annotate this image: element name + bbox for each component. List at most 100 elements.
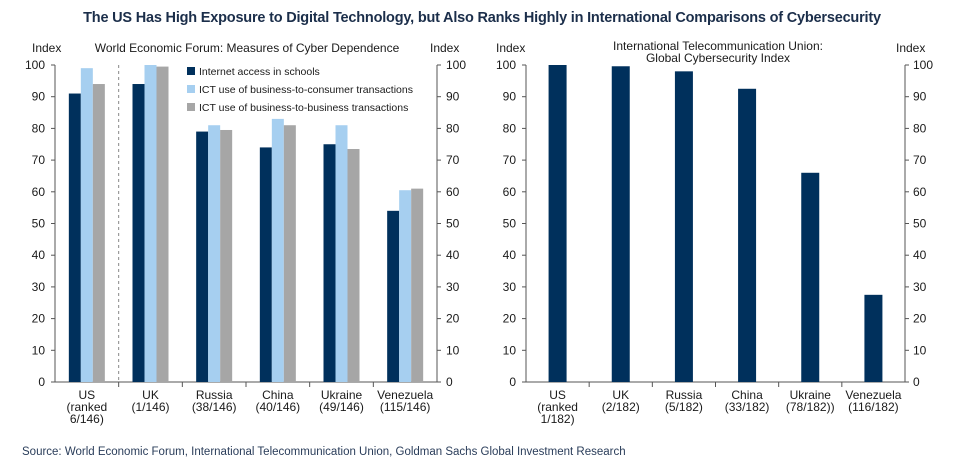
chart2-y-tick-label-left: 30 <box>503 280 517 294</box>
chart2-bar-1 <box>738 88 757 383</box>
chart2-x-tick-label: (78/182)) <box>786 400 835 414</box>
chart2-x-tick-label: 1/182) <box>541 412 575 426</box>
chart2-y-tick-label-right: 20 <box>913 312 927 326</box>
chart1-bar-2 <box>271 118 284 382</box>
chart1-y-tick-label-left: 40 <box>32 248 46 262</box>
chart2-x-tick-label: Venezuela <box>845 388 901 402</box>
chart2-y-tick-label-right: 0 <box>913 375 920 389</box>
chart1-bar-1 <box>68 93 81 382</box>
chart2-title-line-2: Global Cybersecurity Index <box>646 51 790 65</box>
chart1-legend-swatch-3 <box>187 103 195 111</box>
chart2-x-tick-label: (116/182) <box>848 400 898 414</box>
chart1-x-tick-label: UK <box>142 388 159 402</box>
chart1-bar-2 <box>335 125 348 382</box>
chart1-y-tick-label-left: 10 <box>32 343 46 357</box>
chart1-bar-3 <box>156 66 169 383</box>
chart1-bar-2 <box>80 68 93 383</box>
source-note: Source: World Economic Forum, Internatio… <box>22 446 626 458</box>
chart2-y-tick-label-right: 10 <box>913 343 927 357</box>
chart2-x-tick-label: China <box>731 388 763 402</box>
chart1-y-tick-label-left: 0 <box>38 375 45 389</box>
chart1-x-tick-label: Russia <box>196 388 233 402</box>
chart1-y-tick-label-left: 70 <box>32 153 46 167</box>
chart1-x-tick-label: China <box>262 388 294 402</box>
chart2-y-tick-label-left: 90 <box>503 90 517 104</box>
chart1-x-tick-label: US <box>78 388 95 402</box>
chart2-bar-1 <box>864 294 883 382</box>
chart1-y-tick-label-right: 70 <box>446 153 460 167</box>
chart2-x-tick-label: (33/182) <box>725 400 770 414</box>
chart1-bar-3 <box>283 125 296 382</box>
chart1-y-axis-title-right: Index <box>430 41 459 55</box>
chart1-bar-2 <box>208 125 221 382</box>
chart2-y-axis-title-left: Index <box>496 41 525 55</box>
chart2-y-axis-title-right: Index <box>896 41 925 55</box>
chart1-bar-2 <box>399 190 412 382</box>
chart1-y-tick-label-left: 80 <box>32 121 46 135</box>
chart1-bar-1 <box>259 147 272 382</box>
chart1-bar-1 <box>196 131 209 382</box>
chart2-x-tick-label: Ukraine <box>790 388 832 402</box>
chart2-y-tick-label-left: 70 <box>503 153 517 167</box>
chart1-x-tick-label: Venezuela <box>377 388 433 402</box>
chart2-x-tick-label: (2/182) <box>602 400 640 414</box>
chart1-y-tick-label-right: 20 <box>446 312 460 326</box>
chart1-x-tick-label: (38/146) <box>192 400 237 414</box>
chart2-y-tick-label-left: 40 <box>503 248 517 262</box>
chart1-bar-3 <box>92 84 105 383</box>
chart1-x-tick-label: (ranked <box>66 400 107 414</box>
chart1-y-axis-title-left: Index <box>32 41 61 55</box>
chart1-y-tick-label-left: 60 <box>32 185 46 199</box>
chart2-bar-1 <box>611 66 630 382</box>
chart1-x-tick-label: (1/146) <box>131 400 169 414</box>
chart2-y-tick-label-right: 40 <box>913 248 927 262</box>
chart2-y-tick-label-right: 100 <box>913 58 933 72</box>
chart1-y-tick-label-left: 20 <box>32 312 46 326</box>
chart2-x-tick-label: UK <box>612 388 629 402</box>
chart1-y-tick-label-right: 40 <box>446 248 460 262</box>
chart1-bar-3 <box>411 188 424 382</box>
chart1-bar-1 <box>323 144 336 382</box>
chart1-x-tick-label: (40/146) <box>255 400 300 414</box>
chart2-y-tick-label-left: 80 <box>503 121 517 135</box>
chart1-y-tick-label-right: 60 <box>446 185 460 199</box>
chart2-x-tick-label: US <box>549 388 566 402</box>
chart1-legend-swatch-2 <box>187 85 195 93</box>
chart1-y-tick-label-left: 30 <box>32 280 46 294</box>
figure-title: The US Has High Exposure to Digital Tech… <box>83 10 881 26</box>
chart1-y-tick-label-right: 0 <box>446 375 453 389</box>
chart1-legend-label-2: ICT use of business-to-consumer transact… <box>199 84 413 96</box>
chart2-y-tick-label-right: 70 <box>913 153 927 167</box>
chart2-y-tick-label-left: 100 <box>496 58 516 72</box>
chart1-legend-swatch-1 <box>187 67 195 75</box>
chart1-y-tick-label-left: 100 <box>25 58 45 72</box>
chart2-y-tick-label-left: 50 <box>503 217 517 231</box>
chart1-y-tick-label-right: 10 <box>446 343 460 357</box>
chart2-bar-1 <box>548 65 567 382</box>
chart2-y-tick-label-left: 20 <box>503 312 517 326</box>
chart2-y-tick-label-left: 10 <box>503 343 517 357</box>
chart1-y-tick-label-right: 90 <box>446 90 460 104</box>
chart1-y-tick-label-right: 80 <box>446 121 460 135</box>
chart2-y-tick-label-right: 30 <box>913 280 927 294</box>
chart1-legend-label-1: Internet access in schools <box>199 66 320 78</box>
chart1-y-tick-label-left: 90 <box>32 90 46 104</box>
chart2-x-tick-label: (ranked <box>537 400 578 414</box>
chart1-x-tick-label: Ukraine <box>321 388 363 402</box>
chart2-y-tick-label-right: 90 <box>913 90 927 104</box>
chart1-bar-1 <box>132 84 145 383</box>
chart1-bar-2 <box>144 65 157 382</box>
chart1-bar-3 <box>220 129 233 382</box>
chart1-y-tick-label-right: 30 <box>446 280 460 294</box>
chart1-bar-1 <box>387 210 400 382</box>
chart2-x-tick-label: (5/182) <box>665 400 703 414</box>
chart2-y-tick-label-right: 80 <box>913 121 927 135</box>
chart2-y-tick-label-right: 50 <box>913 217 927 231</box>
chart1-legend-label-3: ICT use of business-to-business transact… <box>199 102 408 114</box>
chart2-title-line-1: International Telecommunication Union: <box>613 39 823 53</box>
chart1-y-tick-label-right: 100 <box>446 58 466 72</box>
chart1-x-tick-label: (115/146) <box>380 400 430 414</box>
chart1-y-tick-label-left: 50 <box>32 217 46 231</box>
chart1-title-line-1: World Economic Forum: Measures of Cyber … <box>95 41 400 55</box>
